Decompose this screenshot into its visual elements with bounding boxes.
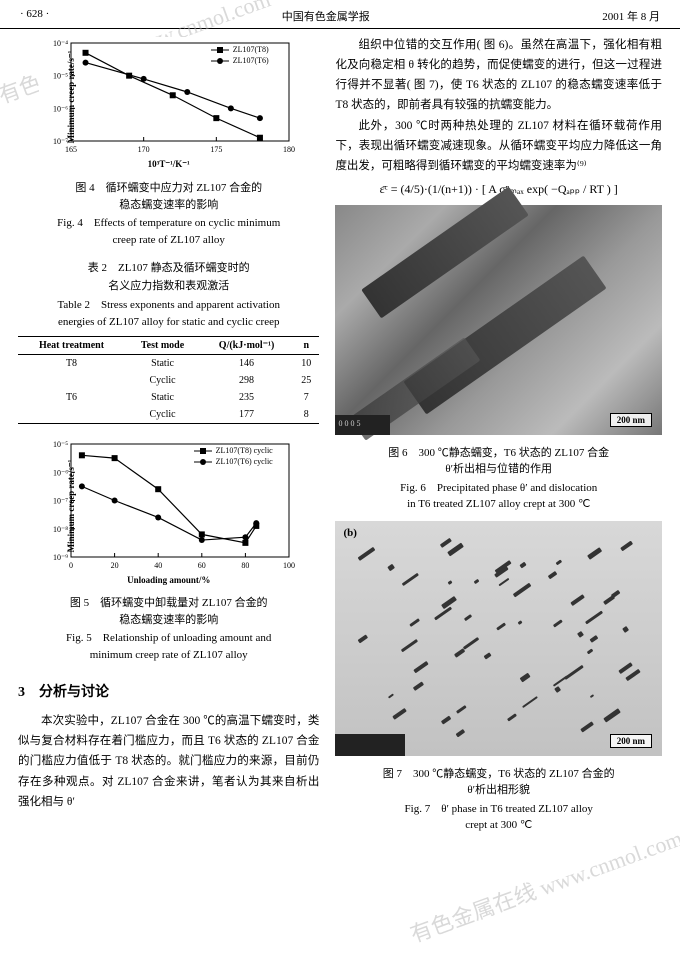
fig6-label-bl: 0 0 0 5 bbox=[335, 415, 390, 435]
section3-para-left: 本次实验中，ZL107 合金在 300 ℃的高温下蠕变时，类似与复合材料存在着门… bbox=[18, 711, 319, 812]
fig4-ylabel: Minimum creep rate/s⁻¹ bbox=[66, 51, 77, 144]
fig5-xlabel: Unloading amount/% bbox=[18, 575, 319, 585]
left-column: Minimum creep rate/s⁻¹ 16517017518010⁻⁷1… bbox=[18, 35, 319, 834]
svg-text:180: 180 bbox=[283, 145, 295, 154]
fig7-scale: 200 nm bbox=[610, 734, 652, 748]
svg-text:170: 170 bbox=[137, 145, 149, 154]
table2-col: Test mode bbox=[125, 337, 200, 355]
fig4-legend: ZL107(T8) ZL107(T6) bbox=[211, 45, 269, 67]
svg-text:175: 175 bbox=[210, 145, 222, 154]
table2-col: Heat treatment bbox=[18, 337, 125, 355]
svg-text:10⁻⁵: 10⁻⁵ bbox=[53, 440, 68, 449]
fig5-caption-en: Fig. 5 Relationship of unloading amount … bbox=[18, 630, 319, 663]
table-row: Cyclic29825 bbox=[18, 372, 319, 389]
page-header: · 628 · 中国有色金属学报 2001 年 8 月 bbox=[0, 0, 680, 29]
fig4-chart: Minimum creep rate/s⁻¹ 16517017518010⁻⁷1… bbox=[18, 37, 319, 170]
table-row: T6Static2357 bbox=[18, 389, 319, 406]
fig7-micrograph: (b) 200 nm bbox=[335, 521, 662, 756]
legend-label: ZL107(T6) cyclic bbox=[216, 457, 273, 466]
page-number: · 628 · bbox=[20, 8, 49, 24]
fig5-chart: Minimum creep rate/s⁻¹ 0 20 40 60 80 100 10⁻⁹ 1… bbox=[18, 438, 319, 585]
fig6-caption-cn: 图 6 300 ℃静态蠕变，T6 状态的 ZL107 合金 θ′析出相与位错的作… bbox=[335, 445, 662, 478]
fig4-caption-cn: 图 4 循环蠕变中应力对 ZL107 合金的 稳态蠕变速率的影响 bbox=[18, 180, 319, 213]
table2-title-cn: 表 2 ZL107 静态及循环蠕变时的 名义应力指数和表观激活 bbox=[18, 260, 319, 295]
svg-text:165: 165 bbox=[65, 145, 77, 154]
svg-text:100: 100 bbox=[283, 561, 295, 570]
table2-col: Q/(kJ·mol⁻¹) bbox=[200, 337, 293, 355]
table2: Heat treatmentTest modeQ/(kJ·mol⁻¹)n T8S… bbox=[18, 336, 319, 424]
fig4-caption-en: Fig. 4 Effects of temperature on cyclic … bbox=[18, 215, 319, 248]
table-row: T8Static14610 bbox=[18, 355, 319, 373]
table-row: Cyclic1778 bbox=[18, 406, 319, 424]
table2-col: n bbox=[293, 337, 319, 355]
legend-label: ZL107(T8) cyclic bbox=[216, 446, 273, 455]
right-column: 组织中位错的交互作用( 图 6)。虽然在高温下，强化相有粗化及向稳定相 θ 转化… bbox=[335, 35, 662, 834]
fig5-legend: ZL107(T8) cyclic ZL107(T6) cyclic bbox=[194, 446, 273, 468]
svg-text:10⁻⁴: 10⁻⁴ bbox=[53, 39, 68, 48]
fig6-micrograph: 0 0 0 5 200 nm bbox=[335, 205, 662, 435]
fig6-caption-en: Fig. 6 Precipitated phase θ′ and disloca… bbox=[335, 480, 662, 513]
fig5-caption-cn: 图 5 循环蠕变中卸载量对 ZL107 合金的 稳态蠕变速率的影响 bbox=[18, 595, 319, 628]
fig5-ylabel: Minimum creep rate/s⁻¹ bbox=[66, 459, 77, 552]
svg-text:0: 0 bbox=[69, 561, 73, 570]
fig7-dark bbox=[335, 734, 405, 756]
watermark: 有色金属在线 www.cnmol.com bbox=[406, 821, 680, 949]
fig7-panel-tag: (b) bbox=[343, 527, 356, 539]
legend-label: ZL107(T6) bbox=[233, 56, 269, 65]
right-para1: 组织中位错的交互作用( 图 6)。虽然在高温下，强化相有粗化及向稳定相 θ 转化… bbox=[335, 35, 662, 116]
legend-label: ZL107(T8) bbox=[233, 45, 269, 54]
fig4-xlabel: 10³T⁻¹/K⁻¹ bbox=[18, 159, 319, 170]
svg-text:10⁻⁹: 10⁻⁹ bbox=[53, 553, 68, 562]
journal-title: 中国有色金属学报 bbox=[282, 8, 370, 24]
table2-title-en: Table 2 Stress exponents and apparent ac… bbox=[18, 297, 319, 330]
fig7-caption-cn: 图 7 300 ℃静态蠕变，T6 状态的 ZL107 合金的 θ′析出相形貌 bbox=[335, 766, 662, 799]
svg-text:20: 20 bbox=[110, 561, 118, 570]
svg-text:80: 80 bbox=[241, 561, 249, 570]
fig7-caption-en: Fig. 7 θ′ phase in T6 treated ZL107 allo… bbox=[335, 801, 662, 834]
svg-text:40: 40 bbox=[154, 561, 162, 570]
issue-date: 2001 年 8 月 bbox=[602, 8, 660, 24]
svg-text:60: 60 bbox=[198, 561, 206, 570]
right-para2: 此外，300 ℃时两种热处理的 ZL107 材料在循环载荷作用下，表现出循环蠕变… bbox=[335, 116, 662, 176]
section3-heading: 3 分析与讨论 bbox=[18, 681, 319, 701]
fig6-scale: 200 nm bbox=[610, 413, 652, 427]
